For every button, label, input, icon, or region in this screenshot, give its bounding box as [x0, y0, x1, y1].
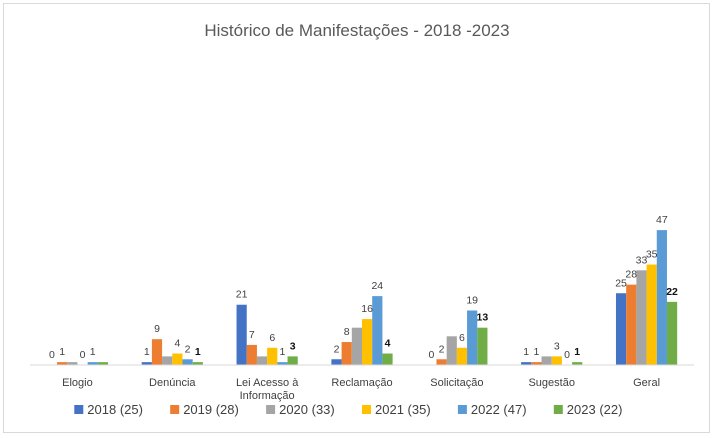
bar-geral-2020-33	[636, 270, 647, 365]
bar-sugestao-2021-35	[551, 356, 562, 365]
bar-reclamacao-2019-28	[341, 342, 352, 365]
data-label-sugestao-2023-22: 1	[574, 346, 580, 358]
data-label-denuncia-2018-25: 1	[144, 346, 150, 358]
x-tick-label-sugestao: Sugestão	[528, 377, 574, 389]
data-label-sugestao-2018-25: 1	[523, 346, 529, 358]
data-label-elogio-2018-25: 0	[49, 349, 55, 361]
bar-solicitacao-2023-22	[477, 327, 488, 365]
legend-swatch-2022-47	[457, 405, 467, 414]
bar-solicitacao-2021-35	[456, 347, 468, 365]
bar-chart: Histórico de Manifestações - 2018 -2023 …	[30, 21, 694, 417]
bar-lei-acesso-a-informacao-2019-28	[246, 344, 257, 365]
data-label-reclamacao-2018-25: 2	[334, 343, 340, 355]
data-label-sugestao-2021-35: 3	[554, 340, 560, 352]
data-label-solicitacao-2023-22: 13	[477, 312, 489, 324]
data-label-sugestao-2022-47: 0	[564, 349, 570, 361]
data-label-geral-2023-22: 22	[666, 286, 678, 298]
data-label-lei-acesso-a-informacao-2019-28: 7	[249, 329, 255, 341]
data-label-denuncia-2022-47: 2	[185, 343, 191, 355]
bar-lei-acesso-a-informacao-2021-35	[267, 347, 278, 365]
legend-label-2022-47: 2022 (47)	[471, 402, 527, 417]
chart-frame: Histórico de Manifestações - 2018 -2023 …	[3, 3, 710, 433]
bar-lei-acesso-a-informacao-2018-25	[236, 304, 247, 365]
bar-reclamacao-2023-22	[382, 353, 393, 365]
bar-sugestao-2019-28	[531, 362, 542, 365]
bar-sugestao-2018-25	[521, 362, 532, 365]
bar-denuncia-2022-47	[182, 359, 193, 365]
bar-reclamacao-2020-33	[351, 327, 362, 365]
data-label-geral-2022-47: 47	[656, 214, 668, 226]
legend-label-2019-28: 2019 (28)	[183, 402, 239, 417]
bar-denuncia-2021-35	[172, 353, 183, 365]
legend-swatch-2020-33	[266, 405, 276, 414]
legend-label-2021-35: 2021 (35)	[375, 402, 431, 417]
bar-solicitacao-2022-47	[467, 310, 478, 365]
x-tick-label-elogio: Elogio	[62, 377, 93, 389]
data-label-reclamacao-2021-35: 16	[361, 303, 373, 315]
data-label-lei-acesso-a-informacao-2022-47: 1	[280, 346, 286, 358]
bar-geral-2022-47	[656, 230, 667, 365]
data-label-solicitacao-2021-35: 6	[459, 332, 465, 344]
legend-label-2023-22: 2023 (22)	[567, 402, 623, 417]
data-label-denuncia-2021-35: 4	[174, 338, 180, 350]
bar-elogio-2019-28	[57, 362, 68, 365]
x-tick-label-denuncia: Denúncia	[149, 377, 196, 389]
bar-denuncia-2018-25	[141, 362, 152, 365]
bar-denuncia-2020-33	[162, 356, 173, 365]
bar-sugestao-2020-33	[541, 356, 552, 365]
data-label-geral-2021-35: 35	[646, 249, 658, 261]
legend-swatch-2018-25	[74, 405, 84, 414]
data-label-solicitacao-2019-28: 2	[439, 343, 445, 355]
data-label-elogio-2022-47: 1	[90, 346, 96, 358]
data-label-reclamacao-2022-47: 24	[371, 280, 383, 292]
bar-geral-2021-35	[646, 264, 657, 365]
data-label-geral-2018-25: 25	[615, 277, 627, 289]
legend-label-2018-25: 2018 (25)	[87, 402, 143, 417]
bar-reclamacao-2018-25	[331, 359, 342, 365]
data-label-lei-acesso-a-informacao-2021-35: 6	[269, 332, 275, 344]
bar-reclamacao-2021-35	[362, 319, 373, 365]
bar-solicitacao-2020-33	[446, 336, 457, 365]
bar-elogio-2020-33	[67, 362, 78, 365]
x-tick-label-solicitacao: Solicitação	[430, 377, 483, 389]
x-tick-label-reclamacao: Reclamação	[331, 377, 392, 389]
legend-swatch-2023-22	[553, 405, 563, 414]
data-label-geral-2019-28: 28	[625, 269, 637, 281]
bar-lei-acesso-a-informacao-2022-47	[277, 362, 288, 365]
data-label-geral-2020-33: 33	[636, 254, 648, 266]
data-label-lei-acesso-a-informacao-2018-25: 21	[236, 289, 248, 301]
bar-sugestao-2023-22	[572, 362, 583, 365]
x-tick-label-geral: Geral	[633, 377, 660, 389]
data-label-elogio-2021-35: 0	[80, 349, 86, 361]
data-label-solicitacao-2018-25: 0	[428, 349, 434, 361]
bar-elogio-2022-47	[87, 362, 98, 365]
bar-denuncia-2023-22	[192, 362, 203, 365]
legend-label-2020-33: 2020 (33)	[279, 402, 335, 417]
chart-title: Histórico de Manifestações - 2018 -2023	[204, 21, 509, 40]
data-label-solicitacao-2022-47: 19	[466, 294, 478, 306]
data-label-reclamacao-2023-22: 4	[385, 338, 391, 350]
data-label-reclamacao-2019-28: 8	[344, 326, 350, 338]
bar-solicitacao-2019-28	[436, 359, 447, 365]
data-label-denuncia-2023-22: 1	[195, 346, 201, 358]
bar-lei-acesso-a-informacao-2023-22	[287, 356, 298, 365]
bar-geral-2019-28	[626, 284, 637, 365]
bar-reclamacao-2022-47	[372, 296, 383, 365]
bar-elogio-2023-22	[97, 362, 109, 365]
bar-geral-2018-25	[615, 293, 627, 365]
data-label-elogio-2019-28: 1	[59, 346, 65, 358]
data-label-sugestao-2019-28: 1	[533, 346, 539, 358]
bar-lei-acesso-a-informacao-2020-33	[256, 356, 268, 365]
bar-denuncia-2019-28	[151, 339, 163, 365]
data-label-lei-acesso-a-informacao-2023-22: 3	[290, 340, 296, 352]
bar-geral-2023-22	[666, 301, 678, 365]
x-tick-label-lei-acesso-a-informacao: Lei Acesso à Informação	[236, 377, 299, 402]
data-label-denuncia-2019-28: 9	[154, 323, 160, 335]
legend-swatch-2019-28	[170, 405, 180, 414]
legend-swatch-2021-35	[362, 405, 371, 414]
